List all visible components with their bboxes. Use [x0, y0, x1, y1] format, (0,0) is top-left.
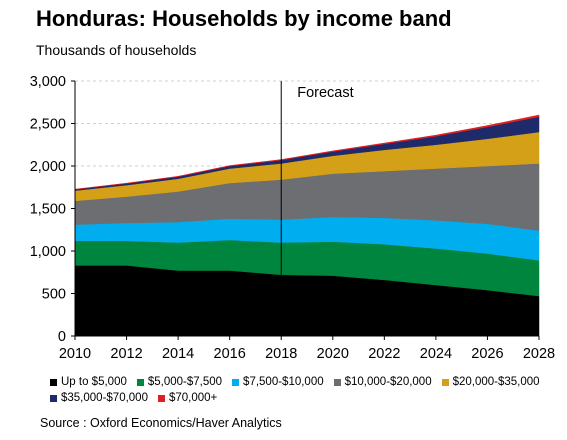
legend-swatch	[136, 378, 144, 386]
forecast-label: Forecast	[297, 85, 353, 101]
legend-item: $20,000-$35,000	[441, 376, 540, 388]
x-tick-label: 2020	[317, 346, 349, 362]
y-tick-label: 3,000	[30, 74, 66, 90]
x-tick-label: 2016	[214, 346, 246, 362]
legend-item: Up to $5,000	[50, 376, 127, 388]
legend-item: $70,000+	[157, 392, 218, 404]
x-tick-label: 2022	[368, 346, 400, 362]
legend-label: Up to $5,000	[61, 376, 127, 388]
legend-swatch	[157, 394, 165, 402]
legend-item: $5,000-$7,500	[136, 376, 223, 388]
x-tick-label: 2026	[471, 346, 503, 362]
chart-title: Honduras: Households by income band	[36, 6, 452, 31]
legend-label: $35,000-$70,000	[61, 392, 148, 404]
legend-swatch	[50, 394, 57, 402]
legend-swatch	[441, 378, 449, 386]
legend-swatch	[333, 378, 341, 386]
x-tick-label: 2028	[523, 346, 555, 362]
legend-label: $5,000-$7,500	[147, 376, 223, 388]
area-series	[74, 114, 540, 190]
legend-label: $10,000-$20,000	[344, 376, 432, 388]
chart-subtitle: Thousands of households	[36, 42, 197, 58]
y-tick-label: 500	[42, 287, 66, 303]
y-tick-label: 1,000	[30, 244, 66, 260]
y-tick-label: 2,000	[30, 159, 66, 175]
legend-item: $7,500-$10,000	[232, 376, 324, 388]
legend-swatch	[232, 378, 240, 386]
legend-label: $7,500-$10,000	[243, 376, 324, 388]
x-tick-label: 2014	[162, 346, 194, 362]
legend-swatch	[50, 378, 57, 386]
source-note: Source : Oxford Economics/Haver Analytic…	[40, 416, 282, 430]
y-tick-label: 0	[58, 329, 66, 345]
legend-item: $10,000-$20,000	[333, 376, 432, 388]
y-tick-label: 2,500	[30, 117, 66, 133]
y-tick-label: 1,500	[30, 202, 66, 218]
x-tick-label: 2010	[59, 346, 91, 362]
x-tick-label: 2024	[420, 346, 452, 362]
x-tick-label: 2018	[265, 346, 297, 362]
legend-label: $70,000+	[168, 392, 218, 404]
chart-legend: Up to $5,000 $5,000-$7,500 $7,500-$10,000 $…	[50, 376, 565, 408]
x-tick-label: 2012	[110, 346, 142, 362]
legend-item: $35,000-$70,000	[50, 392, 148, 404]
legend-label: $20,000-$35,000	[452, 376, 540, 388]
